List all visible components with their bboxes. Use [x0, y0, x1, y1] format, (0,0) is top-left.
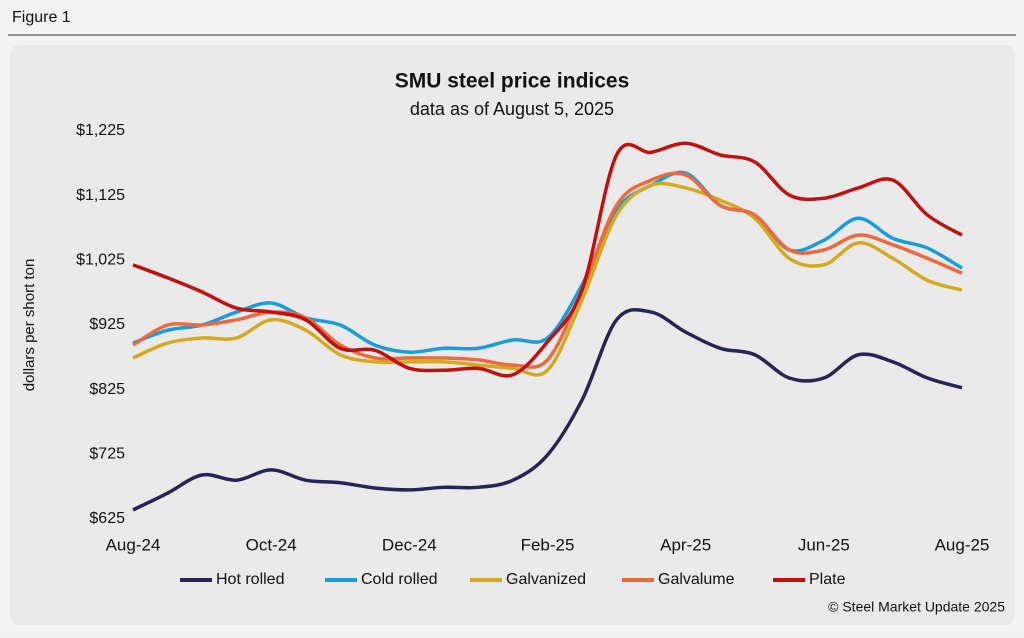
x-tick-label: Apr-25	[660, 535, 711, 554]
y-axis-label: dollars per short ton	[21, 259, 38, 392]
x-tick-label: Jun-25	[798, 535, 850, 554]
series-line	[132, 307, 963, 512]
figure-label: Figure 1	[12, 9, 71, 26]
y-tick-label: $1,125	[76, 187, 125, 204]
legend-label: Cold rolled	[361, 571, 437, 588]
legend-label: Hot rolled	[216, 571, 284, 588]
y-tick-label: $1,225	[76, 122, 125, 139]
source-note: © Steel Market Update 2025	[828, 599, 1005, 615]
legend-label: Galvalume	[658, 571, 735, 588]
x-tick-label: Oct-24	[246, 535, 297, 554]
chart-panel	[10, 45, 1015, 625]
y-tick-label: $825	[89, 381, 125, 398]
series-line	[132, 170, 963, 354]
x-tick-label: Aug-24	[106, 535, 161, 554]
y-tick-label: $1,025	[76, 252, 125, 269]
series-line	[132, 181, 963, 377]
y-tick-label: $625	[89, 510, 125, 527]
legend-label: Plate	[809, 571, 846, 588]
x-tick-label: Dec-24	[382, 535, 437, 554]
y-tick-label: $925	[89, 316, 125, 333]
x-tick-label: Feb-25	[521, 535, 575, 554]
chart-title: SMU steel price indices	[395, 70, 630, 93]
chart-subtitle: data as of August 5, 2025	[410, 99, 614, 119]
series-line	[132, 141, 963, 378]
legend-label: Galvanized	[506, 571, 586, 588]
x-tick-label: Aug-25	[935, 535, 990, 554]
y-tick-label: $725	[89, 446, 125, 463]
